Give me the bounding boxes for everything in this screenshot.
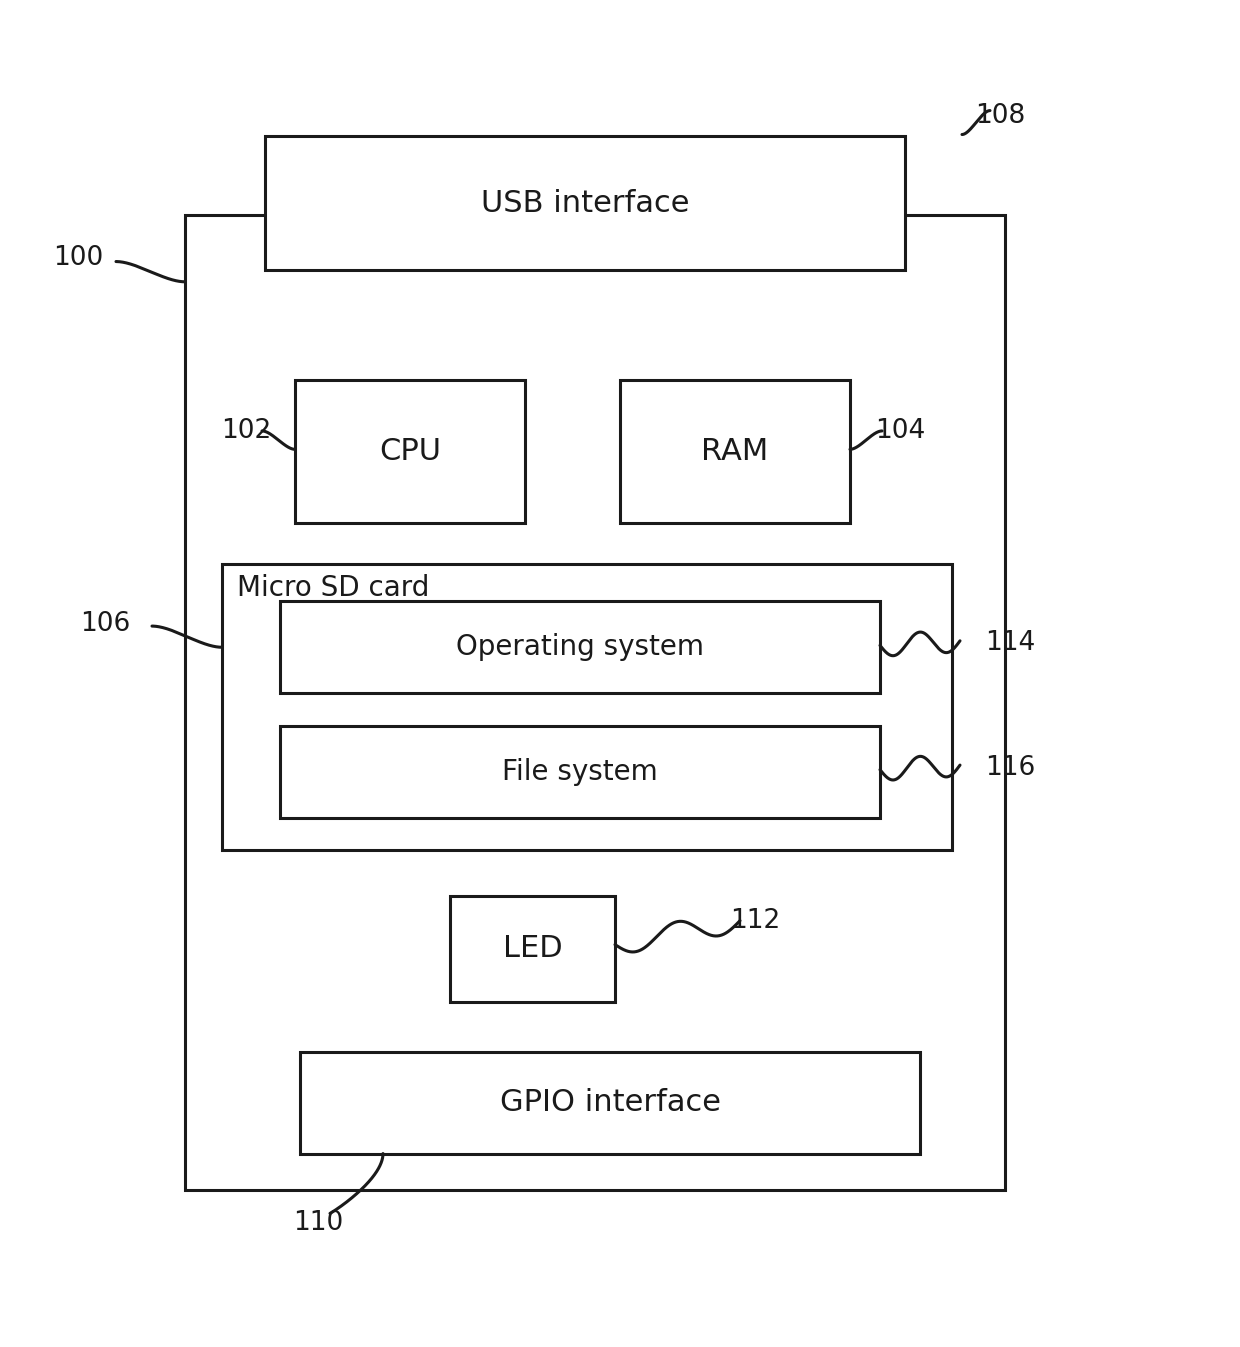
- Text: 104: 104: [875, 418, 925, 445]
- Text: LED: LED: [502, 935, 562, 963]
- Text: 106: 106: [79, 612, 130, 637]
- Bar: [620, 380, 849, 523]
- Bar: [280, 601, 880, 694]
- Bar: [280, 726, 880, 818]
- Text: USB interface: USB interface: [481, 189, 689, 218]
- Text: CPU: CPU: [379, 438, 441, 466]
- Text: GPIO interface: GPIO interface: [500, 1088, 720, 1118]
- Bar: [222, 564, 952, 850]
- Bar: [450, 896, 615, 1002]
- Text: 108: 108: [975, 104, 1025, 129]
- Text: 102: 102: [221, 418, 272, 445]
- Text: Micro SD card: Micro SD card: [237, 574, 429, 602]
- Bar: [185, 214, 1004, 1191]
- Bar: [265, 136, 905, 269]
- Bar: [300, 1052, 920, 1153]
- Text: File system: File system: [502, 757, 658, 785]
- Text: 100: 100: [53, 245, 103, 271]
- Text: 114: 114: [985, 629, 1035, 656]
- Bar: [295, 380, 525, 523]
- Text: 112: 112: [730, 908, 780, 933]
- Text: 110: 110: [293, 1210, 343, 1235]
- Text: RAM: RAM: [702, 438, 769, 466]
- Text: 116: 116: [985, 754, 1035, 781]
- Text: Operating system: Operating system: [456, 633, 704, 661]
